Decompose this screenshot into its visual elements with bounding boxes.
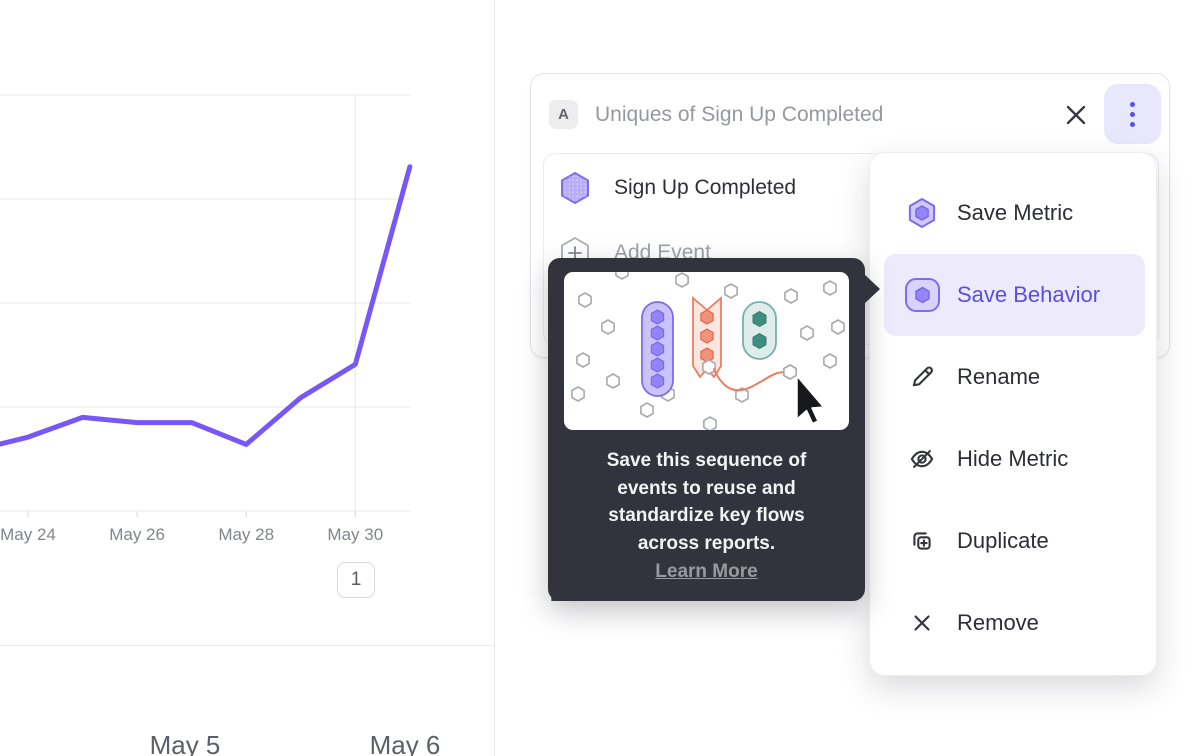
x-axis-tick-label: May 26 (109, 525, 165, 544)
menu-item-duplicate[interactable]: Duplicate (884, 500, 1145, 582)
metric-title: Uniques of Sign Up Completed (595, 103, 884, 126)
tooltip-illustration (564, 272, 849, 430)
horizontal-divider (0, 645, 494, 646)
menu-item-remove[interactable]: Remove (884, 582, 1145, 664)
series-badge: A (549, 100, 578, 129)
x-axis-tick-label: May 24 (0, 525, 56, 544)
x-axis-tick-label: May 30 (327, 525, 384, 544)
event-label: Sign Up Completed (614, 176, 797, 199)
x-axis-tick-label: May 28 (218, 525, 275, 544)
save-behavior-tooltip: Save this sequence of events to reuse an… (548, 258, 880, 601)
menu-item-hide-metric[interactable]: Hide Metric (884, 418, 1145, 500)
tooltip-arrow (864, 274, 880, 304)
menu-item-label: Hide Metric (957, 446, 1069, 471)
more-options-button[interactable] (1104, 84, 1161, 144)
tooltip-text: Save this sequence of events to reuse an… (548, 447, 865, 586)
pagination-page-button[interactable]: 1 (337, 562, 375, 598)
behavior-squircle-icon (902, 275, 942, 315)
line-chart (0, 94, 413, 517)
hexagon-metric-icon (902, 193, 942, 233)
duplicate-icon (902, 521, 942, 561)
menu-item-save-metric[interactable]: Save Metric (884, 172, 1145, 254)
metric-context-menu: Save Metric Save Behavior Rename (869, 152, 1157, 676)
bottom-axis-label: May 6 (369, 730, 441, 756)
menu-item-label: Remove (957, 610, 1039, 635)
eye-off-icon (902, 439, 942, 479)
event-row-sign-up-completed[interactable]: Sign Up Completed (560, 171, 796, 205)
menu-item-rename[interactable]: Rename (884, 336, 1145, 418)
menu-item-label: Save Metric (957, 200, 1074, 225)
vertical-divider (494, 0, 495, 756)
menu-item-save-behavior[interactable]: Save Behavior (884, 254, 1145, 336)
close-button[interactable] (1063, 102, 1089, 128)
menu-item-label: Rename (957, 364, 1041, 389)
kebab-icon (1130, 101, 1135, 127)
menu-item-label: Save Behavior (957, 282, 1101, 307)
learn-more-link[interactable]: Learn More (655, 561, 758, 582)
bottom-axis-label: May 5 (149, 730, 221, 756)
x-icon (902, 603, 942, 643)
event-hexagon-icon (560, 171, 590, 205)
close-icon (1063, 102, 1089, 128)
menu-item-label: Duplicate (957, 528, 1049, 553)
pencil-icon (902, 357, 942, 397)
